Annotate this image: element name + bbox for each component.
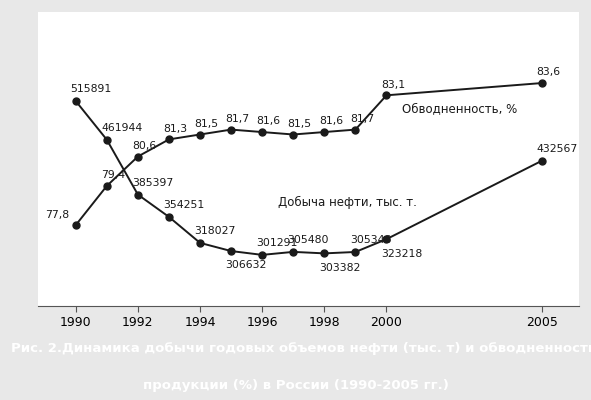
- Text: 79,4: 79,4: [101, 170, 125, 180]
- Text: 81,5: 81,5: [288, 119, 312, 129]
- Text: 80,6: 80,6: [132, 141, 157, 151]
- Text: 81,7: 81,7: [350, 114, 374, 124]
- Text: Обводненность, %: Обводненность, %: [402, 102, 517, 115]
- Text: Динамика добычи годовых объемов нефти (тыс. т) и обводненности: Динамика добычи годовых объемов нефти (т…: [62, 342, 591, 355]
- Text: Добыча нефти, тыс. т.: Добыча нефти, тыс. т.: [278, 196, 417, 208]
- Text: 354251: 354251: [163, 200, 204, 210]
- Text: 77,8: 77,8: [45, 210, 69, 220]
- Text: 81,3: 81,3: [163, 124, 187, 134]
- Text: 318027: 318027: [194, 226, 236, 236]
- Text: 305348: 305348: [350, 235, 391, 245]
- Text: Рис. 2.: Рис. 2.: [11, 342, 61, 355]
- Text: 81,7: 81,7: [226, 114, 249, 124]
- Text: 81,6: 81,6: [256, 116, 281, 126]
- Text: 515891: 515891: [70, 84, 112, 94]
- Text: 81,5: 81,5: [194, 119, 219, 129]
- Text: 461944: 461944: [101, 123, 142, 133]
- Text: 83,1: 83,1: [381, 80, 405, 90]
- Text: 432567: 432567: [536, 144, 577, 154]
- Text: 81,6: 81,6: [319, 116, 343, 126]
- Text: 301291: 301291: [256, 238, 298, 248]
- Text: продукции (%) в России (1990-2005 гг.): продукции (%) в России (1990-2005 гг.): [142, 379, 449, 392]
- Text: 306632: 306632: [226, 260, 267, 270]
- Text: 83,6: 83,6: [536, 68, 560, 78]
- Text: 305480: 305480: [288, 235, 329, 245]
- Text: 323218: 323218: [381, 249, 422, 259]
- Text: 303382: 303382: [319, 263, 360, 273]
- Text: 385397: 385397: [132, 178, 174, 188]
